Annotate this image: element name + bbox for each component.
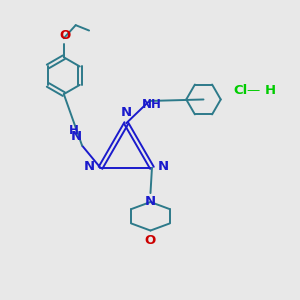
Text: N: N — [121, 106, 132, 119]
Text: N: N — [71, 130, 82, 142]
Text: O: O — [59, 29, 70, 42]
Text: O: O — [145, 233, 156, 247]
Text: N: N — [83, 160, 94, 173]
Text: N: N — [145, 196, 156, 208]
Text: NH: NH — [142, 98, 162, 111]
Text: H: H — [69, 124, 79, 137]
Text: —: — — [246, 84, 259, 97]
Text: N: N — [158, 160, 169, 173]
Text: H: H — [264, 84, 276, 97]
Text: Cl: Cl — [233, 84, 247, 97]
